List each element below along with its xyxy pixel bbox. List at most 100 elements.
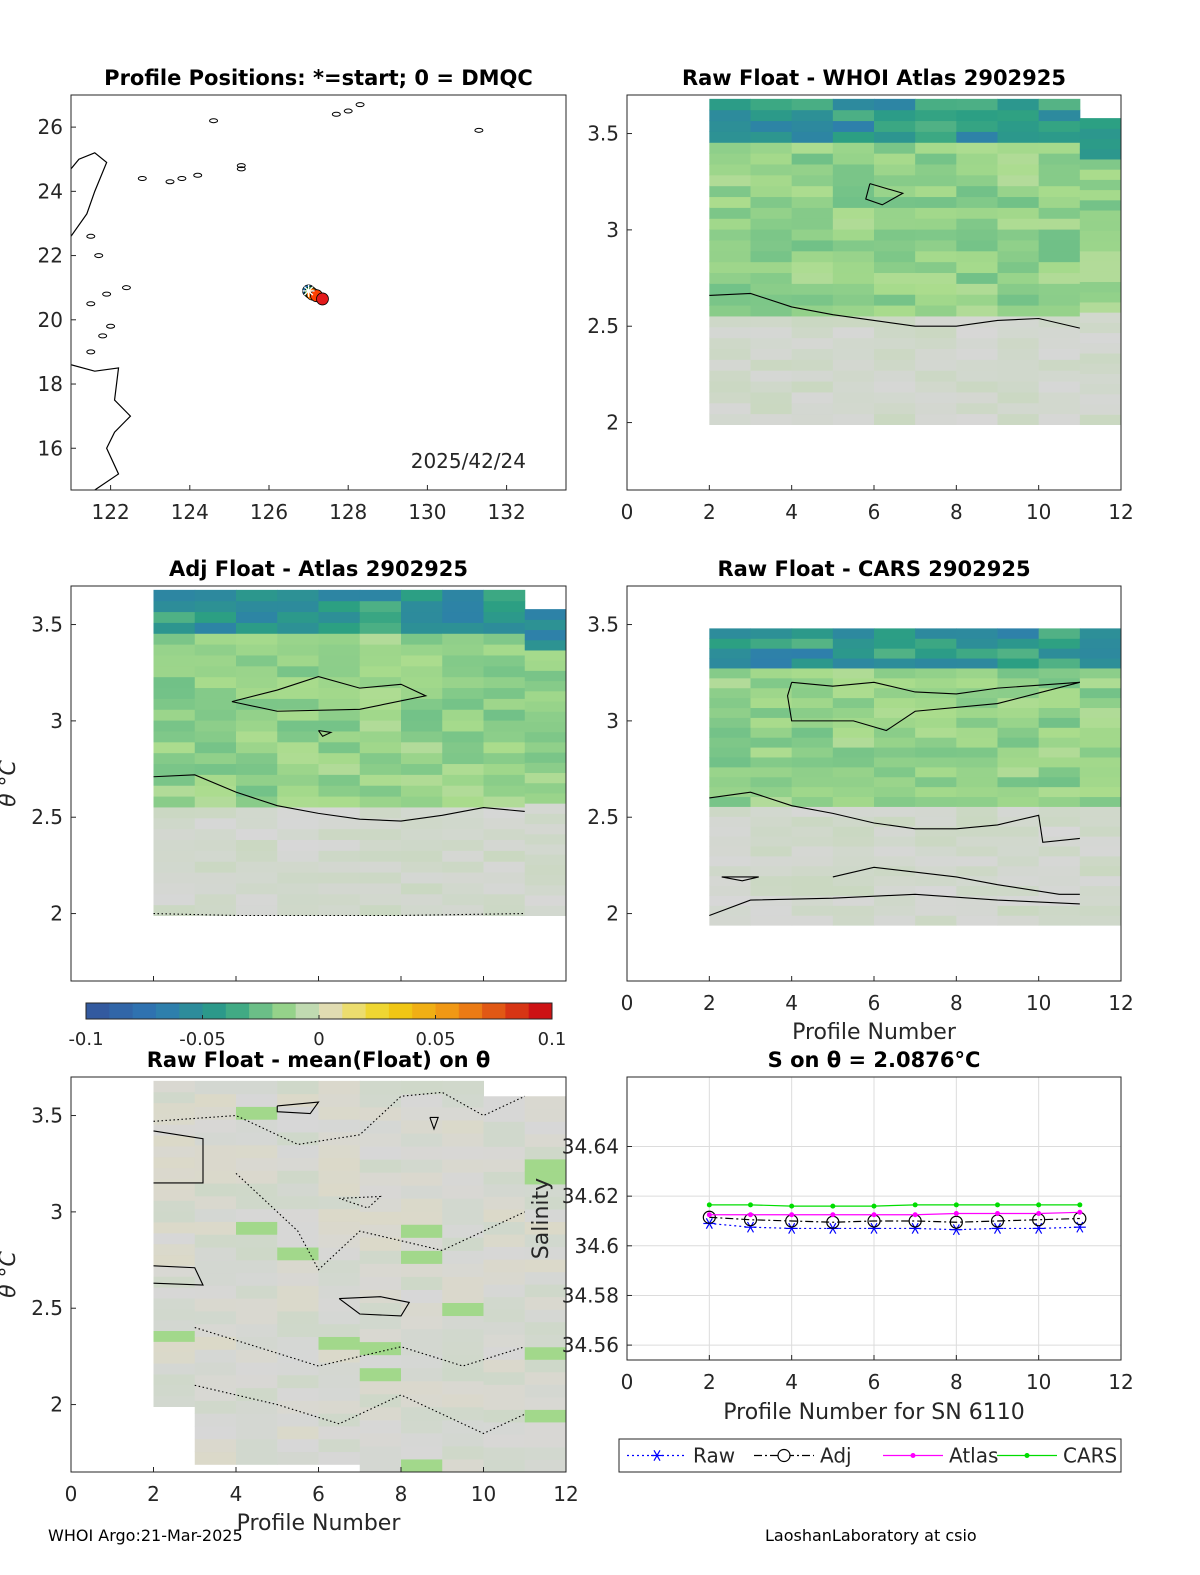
- x-tick-label: 6: [312, 1482, 325, 1506]
- heatmap-cell: [1038, 326, 1081, 339]
- data-point-cars: [871, 1203, 877, 1209]
- heatmap-cell: [750, 766, 793, 778]
- heatmap-cell: [442, 1080, 484, 1095]
- heatmap-cell: [153, 1254, 196, 1266]
- heatmap-cell: [791, 727, 834, 738]
- heatmap-cell: [1079, 628, 1122, 639]
- heatmap-cell: [915, 120, 957, 132]
- island: [236, 166, 246, 172]
- heatmap-cell: [791, 196, 834, 208]
- heatmap-cell: [524, 701, 567, 712]
- heatmap-cell: [194, 741, 237, 754]
- heatmap-cell: [832, 109, 875, 122]
- heatmap-cell: [709, 717, 751, 728]
- heatmap-cell: [194, 893, 237, 906]
- data-point-adj: [949, 1215, 963, 1229]
- contour-line: [721, 876, 759, 882]
- data-point-raw: [993, 1222, 1002, 1234]
- heatmap-cell: [277, 1413, 319, 1427]
- heatmap-cell: [236, 1413, 278, 1427]
- heatmap-cell: [236, 1362, 278, 1376]
- heatmap-cell: [956, 895, 998, 906]
- heatmap-cell: [153, 1178, 196, 1190]
- heatmap-cell: [401, 872, 443, 884]
- heatmap-cell: [1079, 373, 1122, 385]
- heatmap-cell: [750, 315, 793, 328]
- heatmap-cell: [1079, 796, 1122, 807]
- heatmap-cell: [236, 1400, 278, 1414]
- heatmap-cell: [194, 1144, 237, 1159]
- heatmap-cell: [915, 348, 957, 360]
- heatmap-cell: [194, 730, 237, 743]
- heatmap-cell: [359, 709, 402, 721]
- heatmap-cell: [318, 1413, 361, 1427]
- heatmap-cell: [359, 741, 402, 754]
- heatmap-cell: [750, 816, 793, 827]
- heatmap-cell: [442, 1237, 484, 1251]
- colorbar-swatch: [86, 1003, 110, 1019]
- heatmap-cell: [956, 628, 998, 639]
- heatmap-cell: [483, 1171, 526, 1185]
- heatmap-cell: [915, 337, 957, 350]
- heatmap-cell: [442, 1224, 484, 1238]
- heatmap-cell: [956, 707, 998, 718]
- heatmap-cell: [750, 305, 793, 317]
- heatmap-cell: [483, 687, 526, 699]
- heatmap-cell: [709, 677, 751, 689]
- heatmap-cell: [442, 1419, 484, 1434]
- heatmap-cell: [1038, 391, 1081, 404]
- heatmap-cell: [956, 648, 998, 659]
- heatmap-cell: [153, 1352, 196, 1364]
- series-line-adj: [709, 1216, 1080, 1223]
- heatmap-cell: [483, 850, 526, 862]
- heatmap-cell: [277, 752, 319, 765]
- heatmap-cell: [277, 1349, 319, 1363]
- heatmap-cell: [1079, 291, 1122, 303]
- heatmap-cell: [791, 756, 834, 768]
- heatmap-cell: [401, 1211, 443, 1225]
- heatmap-cell: [442, 644, 484, 656]
- heatmap-cell: [915, 98, 957, 111]
- heatmap-cell: [997, 756, 1040, 768]
- heatmap-cell: [709, 628, 751, 639]
- heatmap-cell: [318, 1400, 361, 1414]
- legend-marker: [777, 1448, 791, 1463]
- y-tick-label: 34.64: [562, 1135, 619, 1159]
- chart-title: Raw Float - CARS 2902925: [717, 557, 1030, 581]
- heatmap-cell: [194, 1119, 237, 1133]
- data-point-cars: [912, 1202, 918, 1208]
- chart-title: Adj Float - Atlas 2902925: [169, 557, 468, 581]
- heatmap-cell: [194, 676, 237, 689]
- heatmap-cell: [1079, 128, 1122, 140]
- heatmap-cell: [832, 239, 875, 252]
- heatmap-cell: [832, 905, 875, 916]
- heatmap-cell: [874, 163, 916, 176]
- heatmap-cell: [750, 131, 793, 143]
- heatmap-cell: [750, 272, 793, 284]
- heatmap-cell: [709, 687, 751, 699]
- heatmap-cell: [236, 676, 278, 689]
- heatmap-cell: [318, 1080, 361, 1095]
- heatmap-cell: [483, 839, 526, 851]
- heatmap-cell: [194, 1336, 237, 1350]
- heatmap-cell: [442, 1172, 484, 1186]
- heatmap-cell: [318, 806, 361, 819]
- panel-6: 0 2 4 6 8 10 12 34.56 34.58 34.6 34.62 34.64 S on θ …: [529, 1048, 1134, 1473]
- heatmap-cell: [791, 875, 834, 887]
- heatmap-cell: [236, 633, 278, 645]
- heatmap-cell: [153, 676, 196, 689]
- heatmap-cell: [153, 1135, 196, 1147]
- heatmap-cell: [709, 816, 751, 827]
- heatmap-cell: [359, 828, 402, 841]
- heatmap-cell: [318, 796, 361, 808]
- heatmap-cell: [915, 727, 957, 738]
- data-point-cars: [706, 1202, 712, 1208]
- heatmap-cell: [791, 717, 834, 728]
- heatmap-cell: [1038, 315, 1081, 328]
- heatmap-cell: [709, 756, 751, 768]
- heatmap-cell: [442, 752, 484, 765]
- heatmap-cell: [277, 676, 319, 689]
- heatmap-cell: [709, 218, 751, 230]
- heatmap-cell: [915, 370, 957, 382]
- heatmap-cell: [318, 1336, 361, 1350]
